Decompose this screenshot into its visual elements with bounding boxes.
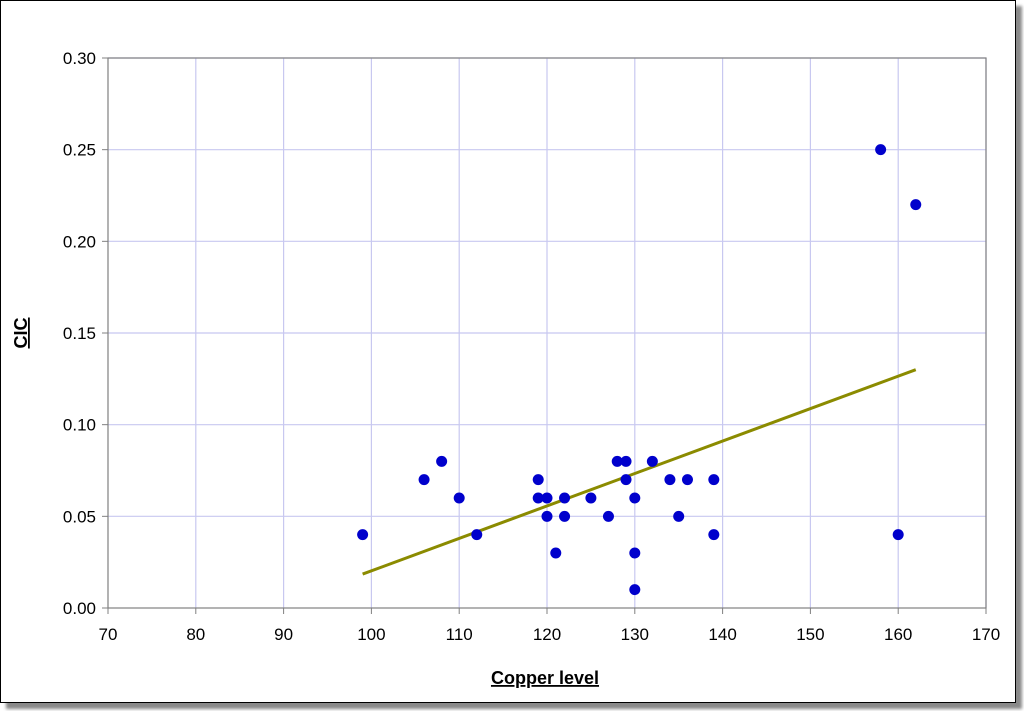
trendline-group <box>362 368 917 576</box>
data-point <box>532 474 544 486</box>
x-tick-label: 170 <box>972 625 1000 644</box>
plot-area-border <box>107 57 987 609</box>
x-tick-label: 150 <box>796 625 824 644</box>
data-point <box>664 474 676 486</box>
data-points <box>357 144 922 596</box>
data-point <box>471 529 483 541</box>
x-tick-label: 70 <box>99 625 118 644</box>
grid-lines <box>108 57 987 608</box>
y-tick-label: 0.30 <box>63 49 96 68</box>
data-point <box>602 510 614 522</box>
data-point <box>620 455 632 467</box>
data-point <box>559 510 571 522</box>
data-point <box>629 584 641 596</box>
x-tick-label: 110 <box>446 625 473 644</box>
x-tick-label: 80 <box>186 625 205 644</box>
axes <box>102 57 987 614</box>
x-tick-labels: 70 80 90 100 110 120 130 140 150 160 170 <box>99 625 1001 644</box>
data-point <box>453 492 465 504</box>
data-point <box>892 529 904 541</box>
data-point <box>559 492 571 504</box>
x-tick-label: 130 <box>621 625 649 644</box>
data-point <box>550 547 562 559</box>
y-tick-label: 0.25 <box>63 141 96 160</box>
data-point <box>541 510 553 522</box>
x-tick-label: 100 <box>357 625 385 644</box>
data-point <box>910 199 922 211</box>
data-point <box>585 492 597 504</box>
data-point <box>620 474 632 486</box>
data-point <box>646 455 658 467</box>
x-axis-title: Copper level <box>491 668 599 688</box>
y-tick-labels: 0.00 0.05 0.10 0.15 0.20 0.25 0.30 <box>63 49 96 618</box>
x-tick-label: 140 <box>708 625 736 644</box>
x-tick-label: 160 <box>884 625 912 644</box>
y-tick-label: 0.20 <box>63 232 96 251</box>
data-point <box>708 474 720 486</box>
trendline <box>362 368 917 576</box>
data-point <box>673 510 685 522</box>
data-point <box>436 455 448 467</box>
x-tick-label: 90 <box>274 625 293 644</box>
data-point <box>418 474 430 486</box>
data-point <box>532 492 544 504</box>
data-point <box>541 492 553 504</box>
data-point <box>875 144 887 156</box>
data-point <box>611 455 623 467</box>
x-tick-label: 120 <box>533 625 561 644</box>
y-axis-title: CIC <box>11 318 31 349</box>
data-point <box>708 529 720 541</box>
data-point <box>629 492 641 504</box>
data-point <box>357 529 369 541</box>
y-tick-label: 0.00 <box>63 599 96 618</box>
y-tick-label: 0.10 <box>63 416 96 435</box>
y-tick-label: 0.15 <box>63 324 96 343</box>
y-tick-label: 0.05 <box>63 507 96 526</box>
data-point <box>681 474 693 486</box>
data-point <box>629 547 641 559</box>
